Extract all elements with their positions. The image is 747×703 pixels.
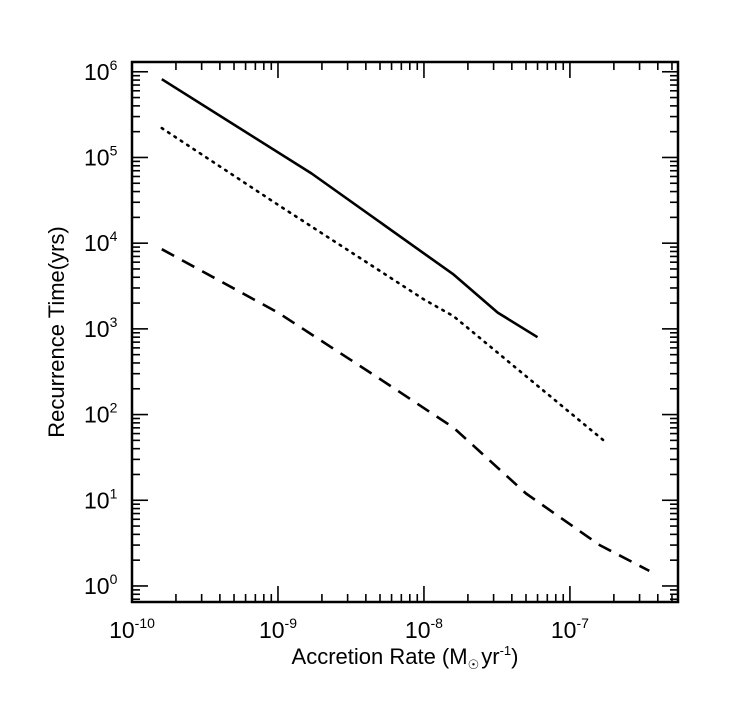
y-tick-label-base: 10 [84, 230, 110, 256]
x-tick-label: 10-7 [551, 615, 589, 643]
x-tick-label-base: 10 [109, 617, 135, 643]
x-axis-title-main: Accretion Rate (M [292, 644, 468, 669]
x-axis-title-close: ) [511, 644, 518, 669]
x-tick-label: 10-10 [109, 615, 155, 643]
x-axis-title-solar-symbol: ☉ [468, 657, 480, 672]
y-tick-label: 104 [84, 228, 118, 256]
series-line-dotted [160, 126, 605, 442]
x-axis-ticks [131, 62, 673, 602]
y-tick-label-base: 10 [84, 316, 110, 342]
y-tick-label-base: 10 [84, 402, 110, 428]
x-tick-label-exponent: -9 [285, 615, 298, 631]
y-tick-label-exponent: 2 [110, 400, 118, 416]
y-tick-label-exponent: 3 [110, 314, 118, 330]
y-tick-label-exponent: 1 [110, 485, 118, 501]
y-tick-label-exponent: 0 [110, 571, 118, 587]
x-axis-title: Accretion Rate (M☉yr-1) [292, 643, 519, 672]
series-line-dashed [161, 248, 650, 573]
y-tick-label: 102 [84, 400, 118, 428]
y-tick-label-base: 10 [84, 144, 110, 170]
y-tick-label: 101 [84, 485, 118, 513]
x-tick-label: 10-8 [405, 615, 443, 643]
y-axis-ticks [132, 70, 678, 601]
x-tick-label-base: 10 [405, 617, 431, 643]
y-tick-label-exponent: 4 [110, 228, 118, 244]
series-layer [160, 78, 650, 573]
y-tick-label-base: 10 [84, 59, 110, 85]
x-tick-label-exponent: -10 [135, 615, 155, 631]
y-tick-label: 105 [84, 142, 118, 170]
x-axis-title-unit: yr [481, 644, 499, 669]
x-axis-title-exponent: -1 [500, 643, 512, 658]
plot-frame-group [130, 60, 680, 604]
x-tick-label-base: 10 [259, 617, 285, 643]
y-tick-label-exponent: 6 [110, 57, 118, 73]
x-tick-label-exponent: -7 [576, 615, 589, 631]
y-tick-label: 100 [84, 571, 118, 599]
plot-frame [130, 60, 680, 604]
y-tick-label-exponent: 5 [110, 142, 118, 158]
series-line-solid [161, 78, 539, 339]
y-tick-label: 106 [84, 57, 118, 85]
x-tick-labels: 10-10 10-9 10-8 10-7 [109, 615, 589, 643]
y-tick-label: 103 [84, 314, 118, 342]
x-tick-label-base: 10 [551, 617, 577, 643]
x-tick-label-exponent: -8 [431, 615, 444, 631]
y-axis-title: Recurrence Time(yrs) [44, 226, 69, 437]
x-tick-label: 10-9 [259, 615, 297, 643]
y-tick-label-base: 10 [84, 487, 110, 513]
y-tick-label-base: 10 [84, 573, 110, 599]
